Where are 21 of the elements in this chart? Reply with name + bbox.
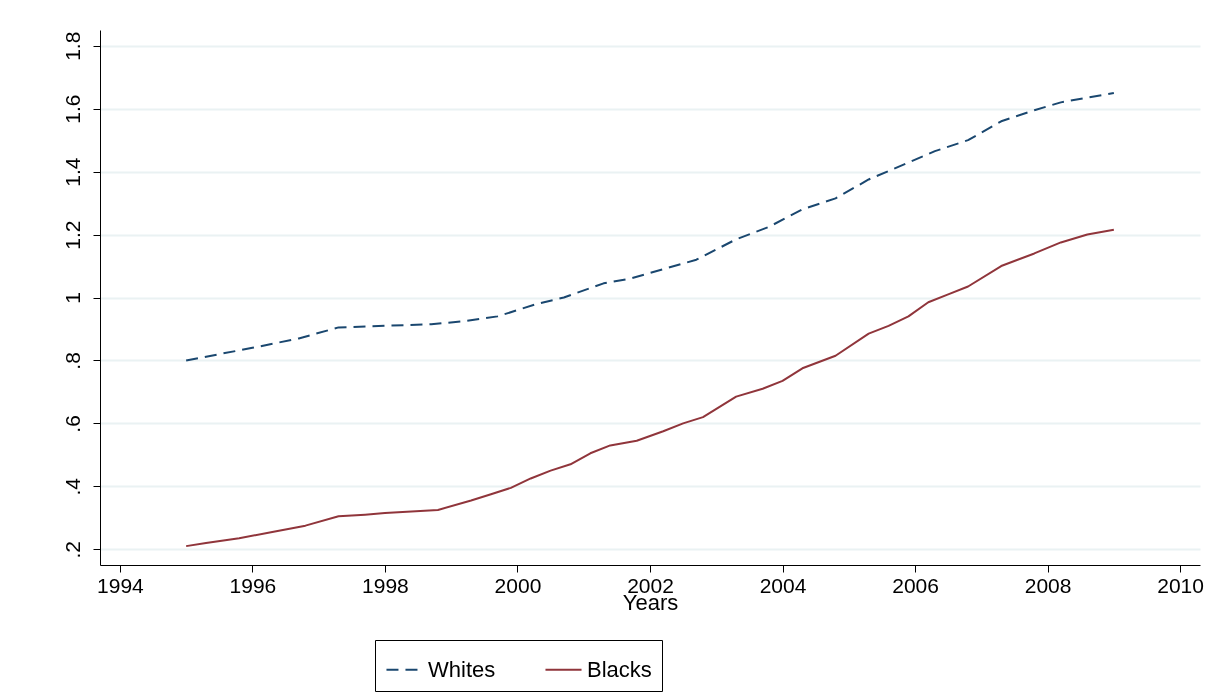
x-tick-label: 2008 [1024, 573, 1072, 597]
legend-label: Blacks [587, 656, 652, 682]
y-tick-label: 1.4 [60, 157, 84, 187]
legend-label: Whites [428, 656, 496, 682]
x-tick-label: 1996 [229, 573, 277, 597]
x-tick-label: 1998 [362, 573, 409, 597]
y-tick-label: 1 [60, 292, 84, 304]
x-tick-label: 2010 [1157, 573, 1204, 597]
x-tick-label: 2000 [494, 573, 542, 597]
y-tick-label: .6 [60, 415, 84, 433]
line-series [185, 228, 1115, 548]
x-tick-label: 2004 [759, 573, 807, 597]
x-tick-label: 2006 [892, 573, 939, 597]
x-tick-label: 1994 [97, 573, 145, 597]
line-series [185, 91, 1115, 362]
y-tick-label: .8 [60, 352, 84, 370]
y-tick-label: 1.2 [60, 220, 84, 250]
y-tick-label: .4 [60, 477, 84, 496]
y-tick-label: 1.8 [60, 31, 84, 61]
y-tick-label: .2 [60, 541, 84, 559]
y-tick-label: 1.6 [60, 94, 84, 124]
